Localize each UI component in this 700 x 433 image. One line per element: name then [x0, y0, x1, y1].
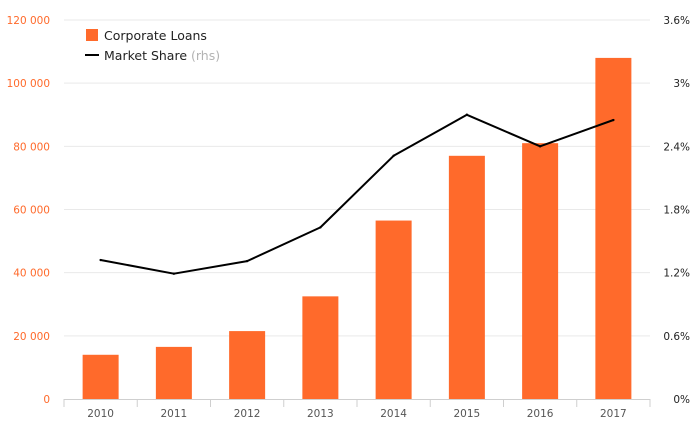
right-axis-ticks: 0% 0.6% 1.2% 1.8% 2.4% 3% 3.6% [663, 15, 690, 406]
x-tick-label-2010: 2010 [87, 408, 114, 420]
right-tick-label: 2.4% [663, 141, 690, 153]
x-tick-label-2014: 2014 [380, 408, 407, 420]
market-share-line [99, 113, 615, 275]
bar-2015 [448, 155, 485, 399]
left-tick-label: 0 [43, 394, 50, 406]
market-share-point-2012 [245, 259, 249, 263]
left-axis-ticks: 0 20 000 40 000 60 000 80 000 100 000 120 000 [7, 15, 50, 406]
x-axis: 2010 2011 2012 2013 2014 2015 2016 2017 [63, 399, 651, 420]
bar-2013 [302, 296, 339, 399]
gridlines [64, 19, 650, 337]
bars [82, 57, 632, 400]
market-share-point-2015 [465, 113, 469, 116]
x-tick-label-2017: 2017 [600, 408, 627, 420]
legend-label-market-share: Market Share (rhs) [104, 48, 220, 63]
bar-2011 [155, 346, 192, 399]
market-share-point-2011 [172, 272, 176, 275]
right-tick-label: 3.6% [663, 15, 690, 27]
x-tick-label-2015: 2015 [454, 408, 481, 420]
left-tick-label: 100 000 [7, 78, 50, 90]
market-share-point-2013 [319, 226, 322, 229]
legend-swatch-corporate-loans [86, 29, 98, 41]
legend-label-corporate-loans: Corporate Loans [104, 28, 207, 43]
right-tick-label: 1.8% [663, 205, 690, 217]
left-tick-label: 60 000 [13, 205, 50, 217]
right-tick-label: 0.6% [663, 331, 690, 343]
left-tick-label: 120 000 [7, 15, 50, 27]
x-tick-label-2013: 2013 [307, 408, 334, 420]
right-tick-label: 0% [673, 394, 690, 406]
bar-2014 [375, 220, 412, 399]
market-share-point-2010 [99, 258, 102, 262]
x-tick-label-2012: 2012 [234, 408, 261, 420]
left-tick-label: 80 000 [13, 141, 50, 153]
legend-market-share-name: Market Share [104, 48, 187, 63]
x-tick-label-2016: 2016 [527, 408, 554, 420]
market-share-point-2014 [392, 154, 395, 158]
bar-2017 [595, 57, 632, 400]
left-tick-label: 40 000 [13, 268, 50, 280]
bar-2010 [82, 354, 119, 399]
x-tick-label-2011: 2011 [161, 408, 188, 420]
legend: Corporate Loans Market Share (rhs) [85, 28, 220, 63]
left-tick-label: 20 000 [13, 331, 50, 343]
bar-2016 [522, 143, 559, 399]
market-share-point-2017 [612, 118, 615, 122]
legend-market-share-note: (rhs) [191, 48, 220, 63]
market-share-polyline [100, 113, 614, 275]
bar-2012 [229, 331, 266, 399]
right-tick-label: 1.2% [663, 268, 690, 280]
right-tick-label: 3% [673, 78, 690, 90]
market-share-point-2016 [538, 145, 542, 148]
